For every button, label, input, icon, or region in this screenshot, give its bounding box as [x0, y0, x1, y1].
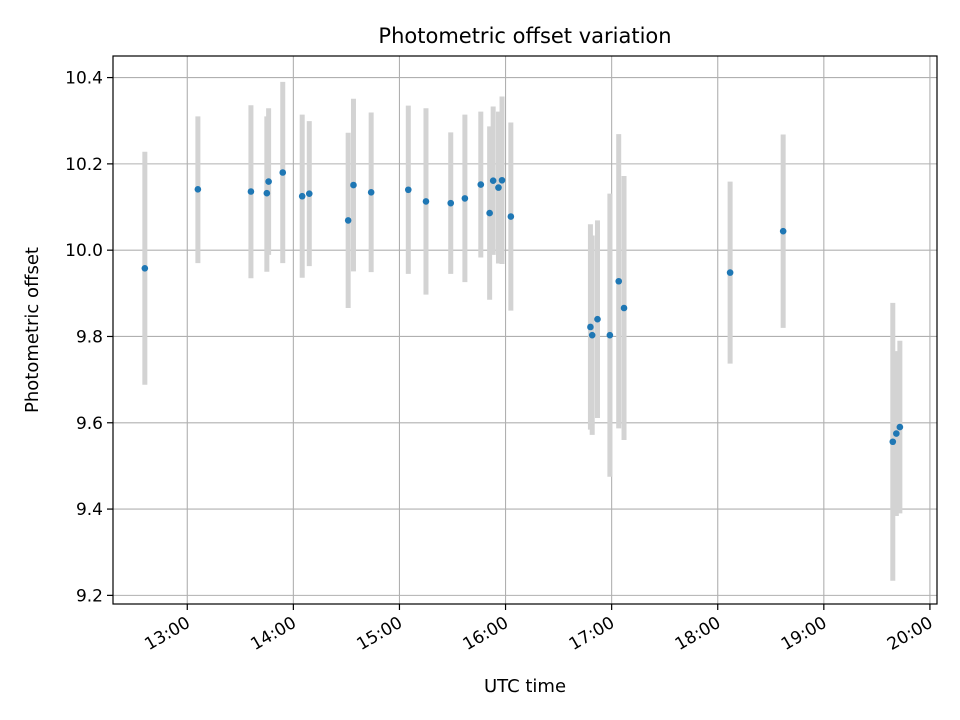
data-point	[263, 189, 271, 197]
y-tick-label: 9.6	[76, 414, 103, 434]
data-point	[594, 315, 601, 323]
y-axis-ticks: 9.2 9.4 9.6 9.8 10.0 10.2 10.4	[65, 69, 113, 606]
data-point	[620, 304, 628, 312]
data-point	[279, 169, 287, 176]
data-points	[141, 169, 904, 446]
data-point	[587, 323, 594, 331]
x-axis-label: UTC time	[484, 676, 566, 697]
data-point	[896, 423, 904, 431]
data-point	[265, 178, 272, 185]
y-axis-label: Photometric offset	[22, 247, 43, 413]
data-point	[779, 227, 787, 235]
data-point	[726, 269, 734, 276]
data-point	[305, 190, 313, 197]
data-point	[141, 264, 149, 272]
plot-frame	[112, 55, 938, 605]
data-point	[495, 184, 502, 191]
data-point	[404, 186, 412, 194]
data-point	[615, 277, 623, 285]
data-point	[489, 177, 497, 185]
y-tick-label: 10.0	[65, 241, 103, 261]
data-point	[447, 199, 455, 207]
data-point	[367, 189, 375, 196]
data-point	[350, 181, 357, 189]
y-tick-label: 10.4	[65, 69, 103, 89]
data-point	[507, 213, 515, 220]
y-tick-label: 9.4	[76, 500, 103, 520]
data-point	[588, 331, 596, 339]
grid-lines	[113, 56, 937, 604]
data-point	[486, 209, 493, 217]
y-tick-label: 9.8	[76, 327, 103, 347]
y-tick-label: 10.2	[65, 155, 103, 175]
data-point	[889, 438, 897, 446]
data-point	[606, 331, 614, 339]
data-point	[498, 176, 506, 184]
data-point	[893, 430, 900, 437]
data-point	[194, 186, 202, 193]
data-point	[461, 195, 469, 202]
y-tick-label: 9.2	[76, 586, 103, 606]
plot-area	[113, 56, 937, 604]
data-point	[247, 188, 255, 195]
data-point	[344, 217, 352, 224]
data-point	[477, 181, 485, 188]
data-point	[298, 192, 306, 200]
chart-title: Photometric offset variation	[378, 24, 671, 48]
data-point	[422, 198, 430, 205]
